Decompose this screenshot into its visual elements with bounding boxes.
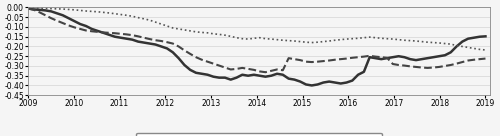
SLOPE_CPI xyxy=(25,8,31,9)
Line: SLOPE_UIG: SLOPE_UIG xyxy=(28,8,485,50)
SLOPE_CPIM xyxy=(344,58,349,59)
SLOPE_CPI xyxy=(309,85,315,86)
Line: SLOPE_CPI: SLOPE_CPI xyxy=(28,8,485,85)
SLOPE_UIG xyxy=(338,39,344,41)
SLOPE_CPIM xyxy=(436,66,442,68)
SLOPE_CPIM xyxy=(326,60,332,61)
SLOPE_UIG xyxy=(228,35,234,37)
SLOPE_CPIM xyxy=(25,8,31,9)
SLOPE_CPIM xyxy=(228,69,234,70)
SLOPE_UIG xyxy=(482,49,488,51)
SLOPE_CPIM xyxy=(309,61,315,63)
SLOPE_UIG xyxy=(297,41,303,42)
SLOPE_CPI xyxy=(303,84,309,85)
SLOPE_CPIM xyxy=(262,71,268,73)
SLOPE_CPI xyxy=(326,81,332,82)
SLOPE_CPI xyxy=(344,82,349,83)
SLOPE_CPI xyxy=(228,79,234,80)
SLOPE_UIG xyxy=(430,42,436,43)
SLOPE_UIG xyxy=(303,41,309,43)
SLOPE_CPIM xyxy=(303,61,309,62)
SLOPE_CPI xyxy=(297,81,303,82)
Legend: SLOPE_CPI, SLOPE_UIG, SLOPE_CPIM: SLOPE_CPI, SLOPE_UIG, SLOPE_CPIM xyxy=(136,133,382,136)
SLOPE_UIG xyxy=(320,41,326,42)
SLOPE_CPI xyxy=(482,35,488,37)
SLOPE_CPI xyxy=(436,55,442,57)
SLOPE_UIG xyxy=(25,7,31,9)
SLOPE_CPIM xyxy=(482,58,488,59)
Line: SLOPE_CPIM: SLOPE_CPIM xyxy=(28,8,485,72)
